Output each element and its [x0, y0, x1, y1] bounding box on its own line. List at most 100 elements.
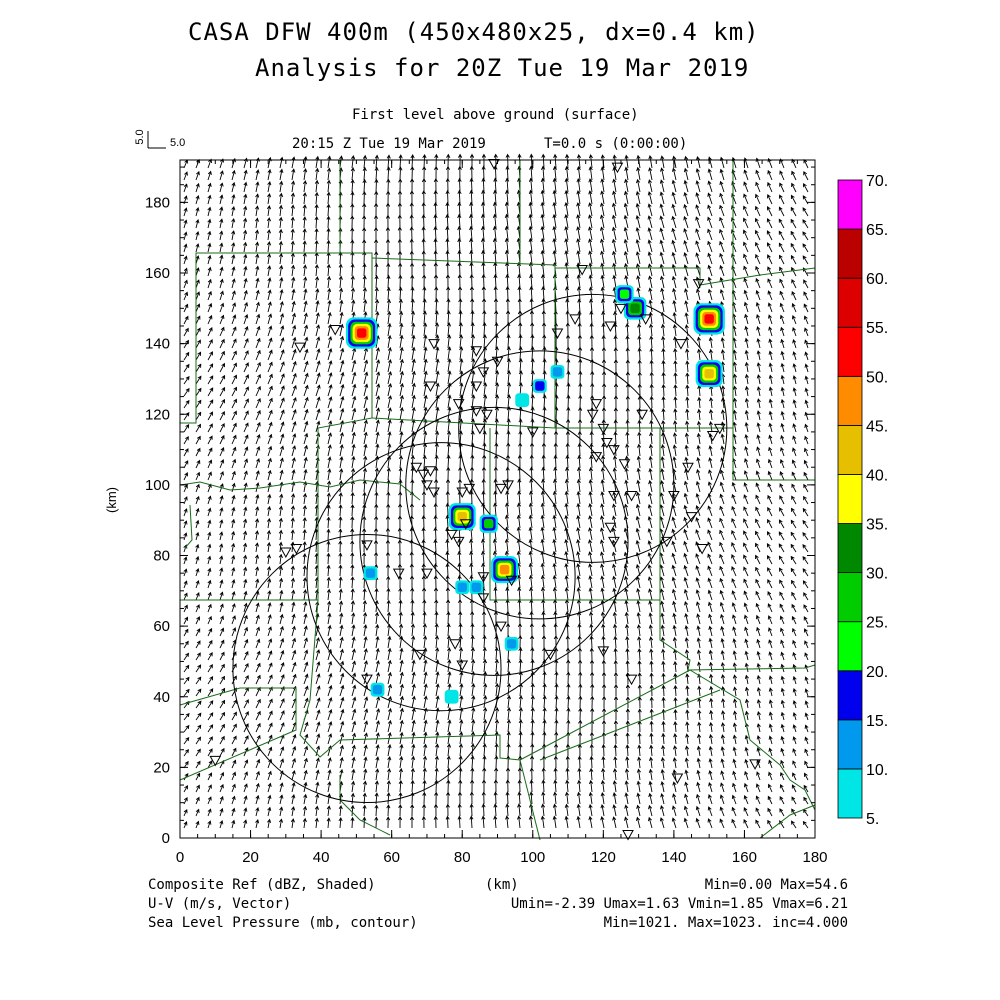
x-tick-label: 60: [383, 849, 400, 866]
station-marker: [671, 773, 684, 784]
x-tick-label: 160: [732, 849, 757, 866]
colorbar-label: 35.: [866, 517, 888, 534]
y-tick-label: 20: [153, 759, 170, 776]
colorbar-segment: [837, 326, 863, 377]
station-marker: [477, 572, 490, 583]
colorbar-label: 15.: [866, 713, 888, 730]
colorbar: [837, 179, 863, 819]
colorbar-segment: [837, 768, 863, 819]
colorbar-segment: [837, 621, 863, 672]
colorbar-segment: [837, 474, 863, 524]
surface-stations: [209, 159, 761, 841]
echo-cell: [483, 519, 494, 529]
colorbar-label: 40.: [866, 467, 888, 484]
station-marker: [696, 543, 708, 555]
station-marker: [417, 469, 430, 481]
station-marker: [544, 649, 557, 661]
x-tick-label: 120: [591, 849, 616, 866]
station-marker: [428, 339, 440, 350]
station-marker: [445, 529, 458, 541]
colorbar-segment: [837, 228, 863, 279]
station-marker: [618, 459, 631, 470]
echo-cell: [517, 395, 527, 405]
colorbar-segment: [837, 523, 863, 574]
radar-ring: [458, 293, 728, 563]
plot-frame: [179, 159, 816, 839]
station-marker: [576, 264, 589, 276]
vector-reference: 5.0 5.0: [134, 129, 185, 149]
y-tick-label: 100: [145, 477, 170, 494]
colorbar-label: 10.: [866, 762, 888, 779]
station-marker: [424, 381, 437, 393]
station-marker: [456, 487, 469, 498]
station-marker: [597, 423, 610, 435]
echo-cell: [704, 368, 714, 379]
y-tick-label: 180: [145, 194, 170, 211]
echo-cell: [446, 692, 457, 702]
x-tick-label: 80: [454, 849, 471, 866]
station-marker: [615, 303, 627, 315]
colorbar-segment: [837, 719, 863, 770]
station-marker: [491, 356, 504, 368]
station-marker: [392, 568, 405, 580]
station-marker: [474, 423, 486, 435]
colorbar-label: 20.: [866, 664, 888, 681]
legend-field-1: Composite Ref (dBZ, Shaded): [148, 877, 376, 893]
station-marker: [604, 522, 617, 534]
reflectivity-echoes: [345, 285, 725, 704]
station-marker: [682, 462, 694, 474]
axis-ticks: [179, 160, 816, 839]
wind-vector-field: [183, 153, 809, 829]
y-tick-label: 40: [153, 689, 170, 706]
station-marker: [601, 438, 613, 449]
radar-ring: [405, 350, 675, 620]
colorbar-label: 5.: [866, 811, 879, 828]
x-axis-label: (km): [485, 877, 519, 893]
x-tick-label: 20: [242, 849, 259, 866]
stats-wind: Umin=-2.39 Umax=1.63 Vmin=1.85 Vmax=6.21: [510, 896, 848, 912]
colorbar-label: 65.: [866, 222, 888, 239]
station-marker: [424, 466, 437, 477]
stats-reflectivity: Min=0.00 Max=54.6: [704, 877, 848, 893]
echo-cell: [552, 367, 563, 377]
stats-pressure: Min=1021. Max=1023. inc=4.000: [603, 915, 848, 931]
station-marker: [706, 430, 719, 442]
station-marker: [279, 547, 292, 558]
y-tick-label: 160: [145, 265, 170, 282]
station-marker: [597, 646, 610, 657]
echo-cell: [457, 582, 467, 592]
colorbar-segment: [837, 179, 863, 230]
station-marker: [294, 342, 306, 354]
station-marker: [414, 649, 426, 661]
station-marker: [622, 829, 634, 841]
title-line-2: Analysis for 20Z Tue 19 Mar 2019: [255, 54, 750, 82]
colorbar-segment: [837, 670, 863, 721]
axis-tick-labels: 0 20 40 60 80 100 120 140 160 180 0 20 40 60 80 100 120 1…: [145, 194, 828, 866]
station-marker: [611, 162, 624, 174]
station-marker: [456, 660, 469, 671]
colorbar-segment: [837, 375, 863, 426]
station-marker: [608, 490, 620, 502]
station-marker: [477, 367, 490, 378]
wind-vectors: [183, 153, 809, 829]
station-marker: [590, 399, 603, 410]
station-marker: [463, 483, 476, 495]
station-marker: [209, 755, 222, 767]
station-marker: [495, 621, 507, 633]
station-marker: [604, 321, 617, 332]
x-tick-label: 0: [176, 849, 184, 866]
x-tick-label: 100: [520, 849, 545, 866]
station-marker: [625, 490, 638, 502]
station-marker: [713, 423, 726, 435]
station-marker: [660, 536, 673, 548]
station-marker: [675, 339, 687, 350]
y-tick-label: 60: [153, 618, 170, 635]
echo-cell: [499, 564, 510, 575]
colorbar-segment: [837, 277, 863, 328]
radar-range-rings: [232, 293, 728, 804]
echo-cell: [630, 303, 640, 314]
echo-cell: [704, 314, 714, 324]
colorbar-segment: [837, 424, 863, 475]
x-tick-label: 180: [802, 849, 827, 866]
